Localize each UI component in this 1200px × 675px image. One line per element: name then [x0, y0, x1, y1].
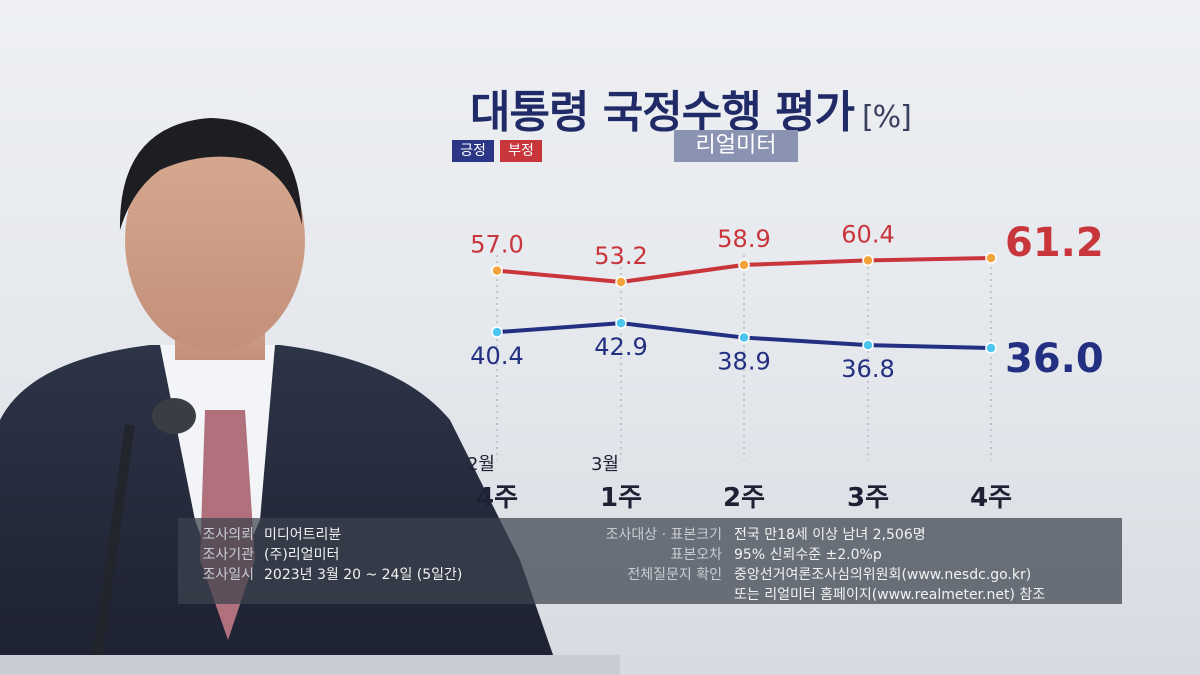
source-badge: 리얼미터 [674, 130, 798, 162]
data-label-positive: 36.0 [1005, 336, 1104, 382]
point-negative [862, 254, 874, 267]
point-positive [738, 331, 750, 344]
data-label-positive: 42.9 [594, 333, 647, 361]
x-tick-label: 3주 [847, 483, 889, 513]
info-key-questionnaire: 전체질문지 확인 [627, 567, 722, 583]
data-label-positive: 36.8 [841, 355, 894, 383]
point-positive [862, 339, 874, 351]
chart-title-text: 대통령 국정수행 평가 [470, 87, 855, 138]
data-label-positive: 38.9 [717, 348, 770, 376]
info-key-margin: 표본오차 [670, 547, 722, 563]
x-tick-label: 4주 [476, 483, 518, 513]
info-value-sample: 전국 만18세 이상 남녀 2,506명 [734, 527, 926, 543]
point-positive [985, 342, 997, 354]
data-label-negative: 61.2 [1005, 220, 1104, 266]
legend-positive: 긍정 [452, 140, 494, 162]
data-label-negative: 60.4 [841, 220, 894, 248]
speaker-photo [0, 118, 620, 675]
info-value-questionnaire: 중앙선거여론조사심의위원회(www.nesdc.go.kr) [734, 567, 1032, 583]
info-key-agency: 조사기관 [202, 547, 254, 563]
data-label-negative: 53.2 [594, 242, 647, 270]
point-negative [985, 252, 997, 264]
info-key-sample: 조사대상 · 표본크기 [605, 527, 722, 543]
data-label-negative: 58.9 [717, 225, 770, 253]
point-negative [491, 264, 503, 277]
point-positive [615, 317, 627, 329]
info-key-requester: 조사의뢰 [202, 527, 254, 543]
info-value-requester: 미디어트리뷴 [264, 527, 342, 543]
info-value-questionnaire-alt: 또는 리얼미터 홈페이지(www.realmeter.net) 참조 [734, 587, 1046, 603]
info-value-margin: 95% 신뢰수준 ±2.0%p [734, 547, 882, 563]
chart-title: 대통령 국정수행 평가 [%] [470, 76, 1030, 140]
info-value-dates: 2023년 3월 20 ~ 24일 (5일간) [264, 567, 463, 583]
point-negative [615, 276, 627, 288]
month-label: 2월 [467, 454, 495, 475]
data-label-positive: 40.4 [470, 342, 523, 370]
x-tick-label: 1주 [600, 483, 642, 513]
chart-unit: [%] [861, 100, 912, 135]
month-label: 3월 [591, 454, 619, 475]
survey-info-panel: 조사의뢰 미디어트리뷴 조사기관 (주)리얼미터 조사일시 2023년 3월 2… [178, 518, 1122, 604]
x-tick-label: 2주 [723, 483, 765, 513]
legend-negative: 부정 [500, 140, 542, 162]
x-tick-label: 4주 [970, 483, 1012, 513]
info-value-agency: (주)리얼미터 [264, 547, 340, 563]
point-positive [491, 326, 503, 338]
data-label-negative: 57.0 [470, 231, 523, 259]
point-negative [738, 259, 750, 271]
info-key-dates: 조사일시 [202, 567, 254, 583]
